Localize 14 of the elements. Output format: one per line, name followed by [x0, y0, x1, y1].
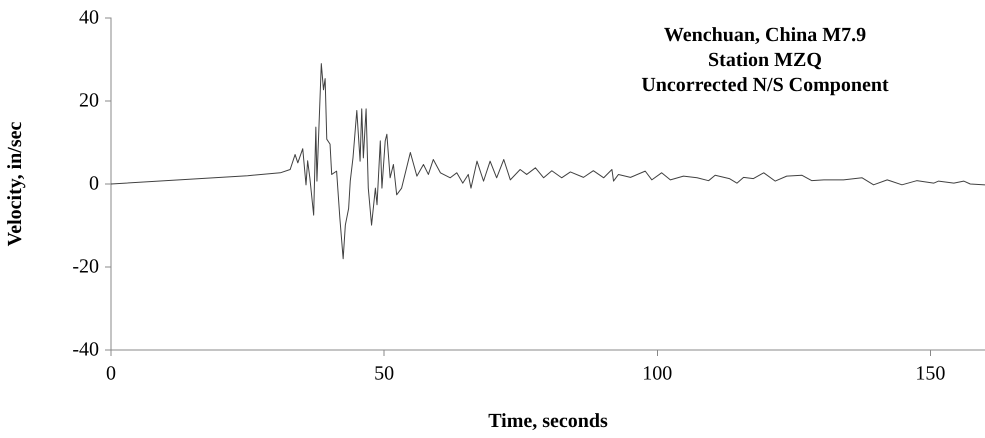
- y-tick-label: -20: [72, 255, 99, 278]
- x-axis-title: Time, seconds: [488, 410, 608, 432]
- y-axis-title: Velocity, in/sec: [4, 121, 26, 246]
- y-tick-label: 40: [79, 6, 99, 28]
- annotation: Uncorrected N/S Component: [641, 74, 890, 96]
- x-tick-label: 50: [374, 362, 394, 384]
- x-tick-label: 150: [915, 362, 946, 384]
- annotation: Wenchuan, China M7.9: [664, 24, 866, 46]
- y-tick-label: 20: [79, 89, 99, 112]
- y-tick-label: -40: [72, 338, 99, 360]
- annotation: Station MZQ: [708, 49, 822, 72]
- x-tick-label: 0: [106, 362, 116, 384]
- y-tick-label: 0: [89, 172, 99, 194]
- x-tick-label: 100: [642, 362, 672, 384]
